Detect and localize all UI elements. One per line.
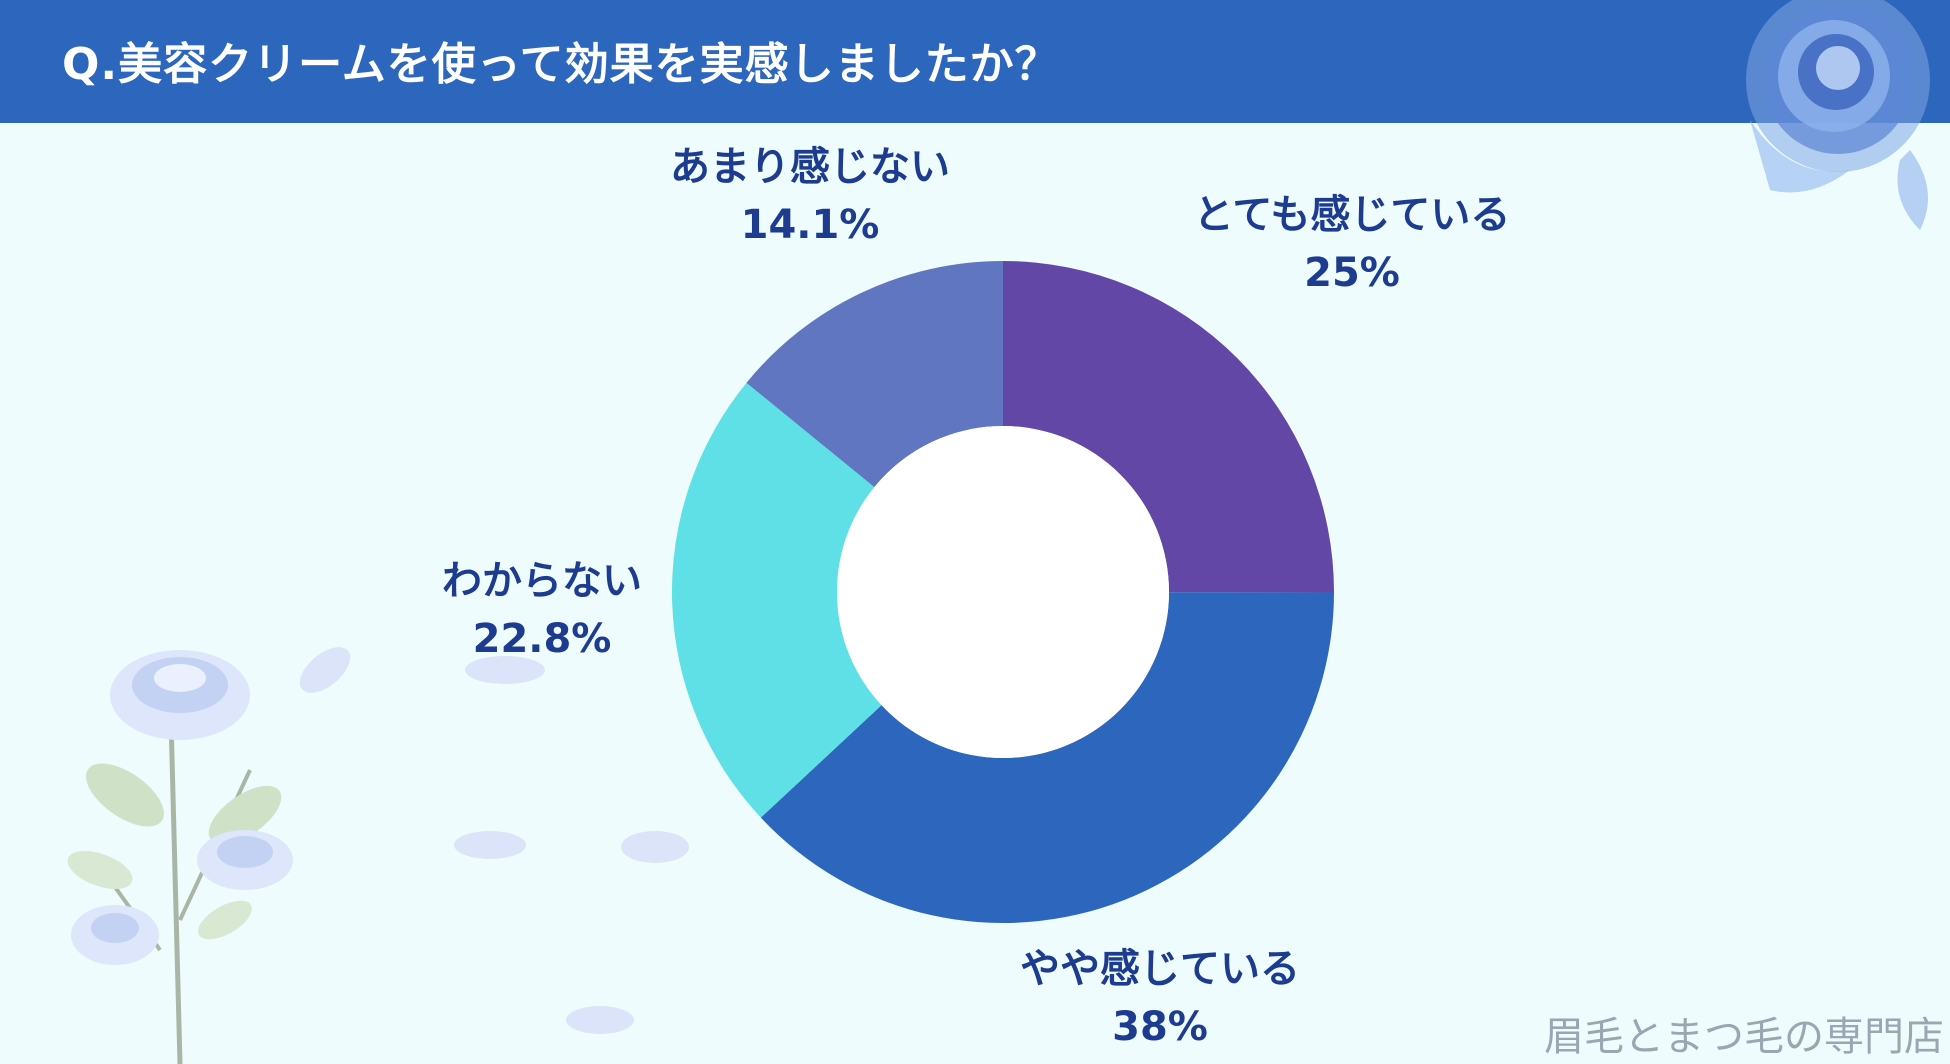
slice-category-1: やや感じている	[1020, 946, 1300, 992]
donut-hole	[837, 426, 1169, 758]
petal-decoration	[299, 647, 351, 693]
petal-decoration	[566, 1006, 634, 1034]
slice-value-2: 22.8%	[472, 616, 612, 662]
watermark-text: 眉毛とまつ毛の専門店	[1544, 1014, 1944, 1060]
petal-decoration	[465, 656, 545, 684]
petal-decoration	[621, 831, 689, 863]
donut-slice-1	[760, 592, 1334, 924]
slice-label-0: とても感じている 25%	[1194, 186, 1511, 302]
slice-category-3: あまり感じない	[670, 144, 950, 190]
donut-slice-0	[1003, 261, 1334, 593]
title-bar: Q.美容クリームを使って効果を実感しましたか？	[0, 0, 1950, 123]
slice-label-3: あまり感じない 14.1%	[670, 138, 950, 254]
slice-category-2: わからない	[442, 558, 642, 604]
petal-decoration	[454, 831, 526, 859]
slice-category-0: とても感じている	[1193, 192, 1511, 238]
slice-label-1: やや感じている 38%	[1020, 940, 1300, 1056]
donut-slice-2	[672, 382, 882, 818]
slice-value-0: 25%	[1304, 250, 1400, 296]
blue-rose-icon	[1746, 0, 1930, 230]
slice-label-2: わからない 22.8%	[442, 552, 642, 668]
white-rose-illustration	[67, 650, 293, 1064]
slice-value-1: 38%	[1112, 1004, 1208, 1050]
slice-value-3: 14.1%	[740, 202, 880, 248]
chart-title: Q.美容クリームを使って効果を実感しましたか？	[62, 39, 1060, 90]
donut-slice-3	[746, 261, 1003, 488]
